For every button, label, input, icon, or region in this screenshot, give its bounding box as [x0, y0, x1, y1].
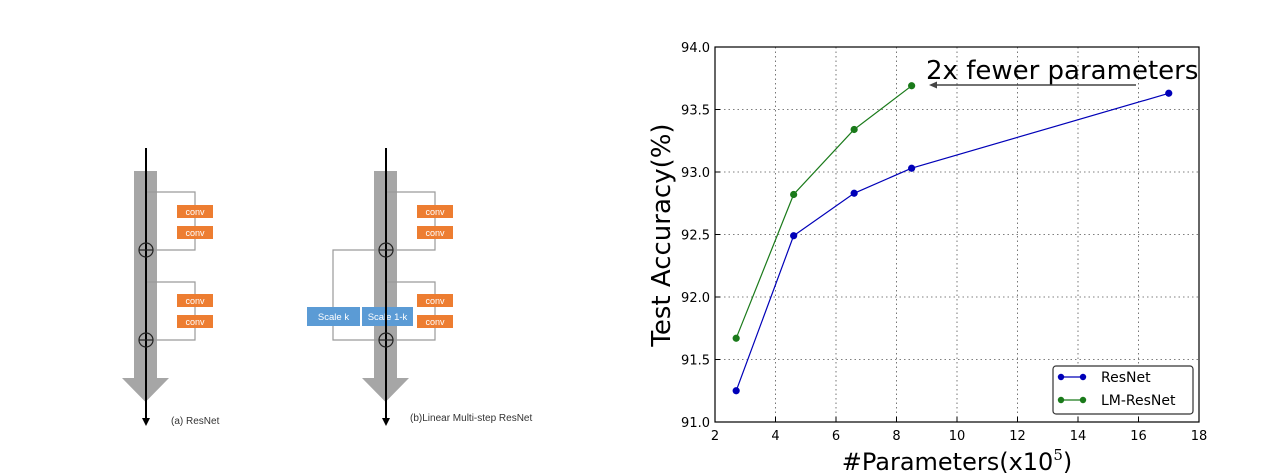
- conv-label: conv: [425, 228, 445, 238]
- architecture-diagram: conv conv conv conv (a) ResNet conv conv…: [122, 148, 532, 427]
- sum-node-icon: [138, 242, 154, 258]
- x-axis-label: #Parameters(x105): [842, 446, 1073, 474]
- series-resnet: [732, 89, 1173, 395]
- conv-block: [417, 294, 453, 307]
- conv-block: [417, 315, 453, 328]
- conv-label: conv: [425, 207, 445, 217]
- panel-lm-resnet: conv conv conv conv Scale k Scale 1-k (b…: [307, 148, 532, 426]
- data-point: [732, 334, 740, 342]
- conv-label: conv: [185, 296, 205, 306]
- scale-k-label: Scale k: [318, 312, 349, 323]
- y-tick-label: 91.0: [681, 416, 710, 431]
- x-tick-label: 18: [1191, 429, 1208, 444]
- data-point: [790, 190, 798, 199]
- y-tick-labels: 91.0 91.5 92.0 92.5 93.0 93.5 94.0: [681, 41, 720, 431]
- conv-label: conv: [425, 296, 445, 306]
- data-point: [790, 232, 798, 240]
- accuracy-chart: 2 4 6 8 10 12 14 16 18 91.091.592.092.593.093.59…: [647, 41, 1207, 474]
- scale-1k-label: Scale 1-k: [368, 312, 408, 323]
- y-tick-label: 92.0: [681, 291, 710, 306]
- conv-label: conv: [185, 317, 205, 327]
- conv-label: conv: [185, 207, 205, 217]
- y-tick-label: 94.0: [681, 41, 710, 56]
- scale-1k-block: [362, 307, 413, 326]
- x-tick-label: 6: [832, 429, 840, 444]
- conv-block: [177, 315, 213, 328]
- conv-block: [417, 205, 453, 218]
- annotation-text: 2x fewer parameters: [926, 56, 1198, 86]
- x-tick-label: 16: [1130, 429, 1147, 444]
- series-lm-resnet: [732, 82, 916, 342]
- legend-label: ResNet: [1101, 370, 1151, 386]
- arrowhead-icon: [929, 81, 937, 89]
- x-tick-label: 10: [949, 429, 966, 444]
- y-tick-label: 93.5: [681, 104, 710, 119]
- data-point: [908, 82, 916, 90]
- conv-label: conv: [185, 228, 205, 238]
- data-point: [908, 164, 916, 172]
- x-tick-label: 8: [892, 429, 900, 444]
- flow-arrowhead-icon: [142, 418, 150, 426]
- conv-block: [417, 226, 453, 239]
- y-tick-label: 91.5: [681, 354, 710, 369]
- x-tick-label: 12: [1009, 429, 1026, 444]
- y-tick-label: 92.5: [681, 229, 710, 244]
- data-point: [1165, 89, 1173, 97]
- x-tick-label: 14: [1070, 429, 1087, 444]
- data-series: [732, 82, 1173, 395]
- x-tick-label: 4: [771, 429, 779, 444]
- sum-node-icon: [378, 332, 394, 348]
- sum-node-icon: [378, 242, 394, 258]
- annotation: 2x fewer parameters: [926, 56, 1198, 89]
- flow-arrowhead-icon: [382, 418, 390, 426]
- scale-k-block: [307, 307, 360, 326]
- panel-resnet: conv conv conv conv (a) ResNet: [122, 148, 220, 427]
- legend-item-lm-resnet: LM-ResNet: [1057, 393, 1176, 409]
- legend: ResNet LM-ResNet: [1052, 365, 1194, 415]
- y-axis-label: Test Accuracy(%): [647, 123, 677, 347]
- sum-node-icon: [138, 332, 154, 348]
- y-tick-label: 93.0: [681, 166, 710, 181]
- conv-block: [177, 294, 213, 307]
- x-tick-labels: 2 4 6 8 10 12 14 16 18: [711, 417, 1207, 444]
- conv-block: [177, 205, 213, 218]
- conv-block: [177, 226, 213, 239]
- data-point: [850, 189, 858, 197]
- data-point: [850, 125, 858, 134]
- panel-b-caption: (b)Linear Multi-step ResNet: [410, 413, 532, 424]
- legend-item-resnet: ResNet: [1057, 370, 1151, 386]
- x-tick-label: 2: [711, 429, 719, 444]
- panel-a-caption: (a) ResNet: [171, 416, 220, 427]
- legend-label: LM-ResNet: [1101, 393, 1176, 409]
- conv-label: conv: [425, 317, 445, 327]
- data-point: [732, 387, 740, 395]
